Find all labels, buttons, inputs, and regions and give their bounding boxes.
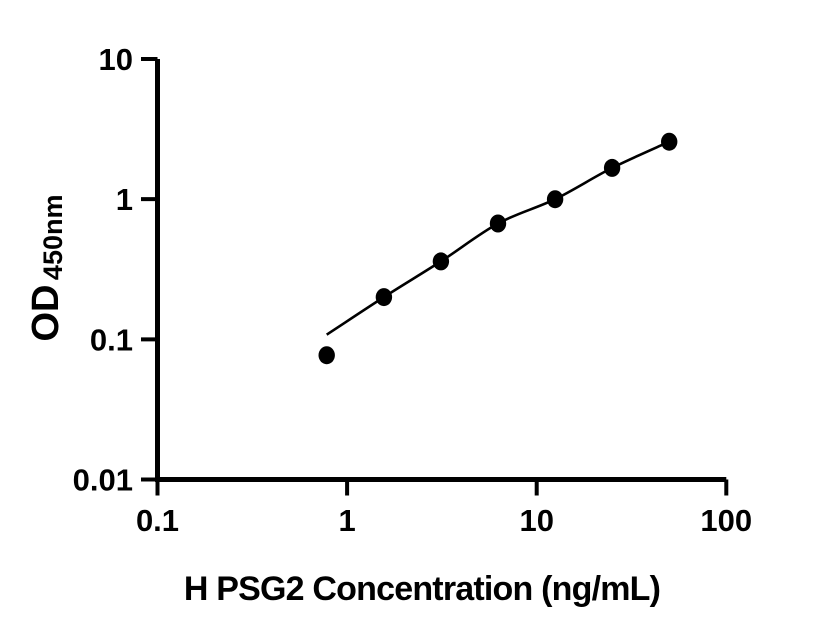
data-point-marker <box>375 288 393 307</box>
axis-ticks <box>141 57 729 496</box>
data-point-marker <box>318 346 335 365</box>
x-tick-label: 10 <box>519 503 553 538</box>
data-point-marker <box>661 132 678 151</box>
x-tick-label: 0.1 <box>136 503 179 538</box>
data-points <box>318 132 678 365</box>
x-axis-title: H PSG2 Concentration (ng/mL) <box>184 570 660 608</box>
y-axis-title-main: OD <box>25 285 67 342</box>
y-axis-title: OD 450nm <box>25 194 68 341</box>
data-point-marker <box>603 158 621 177</box>
data-point-marker <box>489 214 507 233</box>
tick-marks <box>141 57 729 496</box>
x-tick-label: 100 <box>700 503 752 538</box>
y-tick-label: 10 <box>99 42 133 77</box>
data-point-marker <box>546 190 564 209</box>
y-tick-label: 0.1 <box>90 322 133 357</box>
y-tick-label: 1 <box>116 182 133 217</box>
x-tick-label: 1 <box>338 503 355 538</box>
y-tick-label: 0.01 <box>73 463 133 498</box>
data-point-marker <box>432 252 450 271</box>
y-axis-title-subscript: 450nm <box>38 194 68 280</box>
